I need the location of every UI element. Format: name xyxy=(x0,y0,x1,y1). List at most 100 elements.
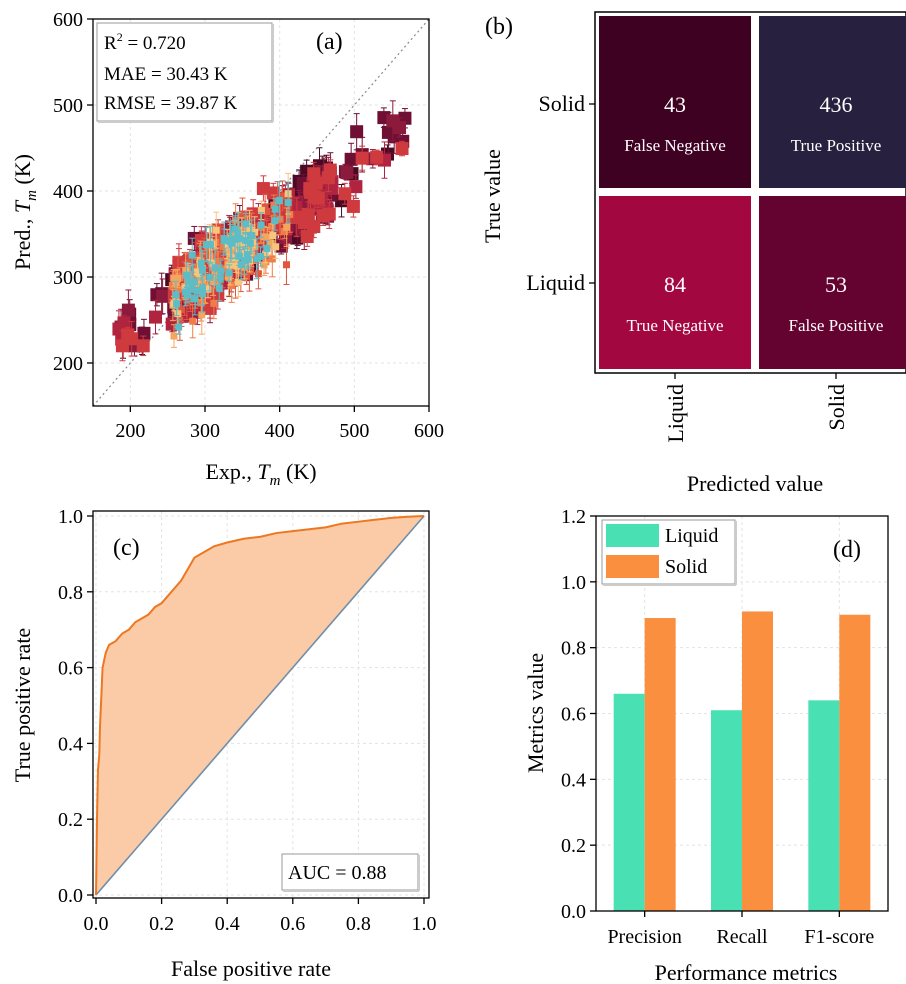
scatter-point xyxy=(228,282,236,290)
bar-liquid xyxy=(711,710,742,911)
bar-solid xyxy=(839,614,871,911)
scatter-point xyxy=(226,237,234,245)
scatter-point xyxy=(225,247,233,255)
scatter-point xyxy=(268,255,276,263)
cell-fn-label: False Negative xyxy=(624,136,726,155)
panel-a-scatter: 200 300 400 500 600 200 300 400 500 600 R2 = 0.72… xyxy=(10,9,444,489)
x-tick-label: F1-score xyxy=(804,926,874,948)
y-tick-label: 0.8 xyxy=(561,638,586,660)
scatter-point xyxy=(212,238,220,246)
cell-tn-value: 84 xyxy=(664,272,686,297)
y-tick-label: 400 xyxy=(53,181,83,203)
panel-c-ylabel: True positive rate xyxy=(10,628,35,782)
scatter-point xyxy=(174,310,182,318)
scatter-point xyxy=(271,217,279,225)
panel-a-ticks: 200 300 400 500 600 200 300 400 500 600 xyxy=(53,9,444,442)
scatter-point xyxy=(174,274,182,282)
cell-fp-label: False Positive xyxy=(789,316,884,335)
scatter-point xyxy=(187,278,195,286)
scatter-point xyxy=(263,225,271,233)
scatter-point xyxy=(206,273,214,281)
panel-d-ticks: 0.0 0.2 0.4 0.6 0.8 1.0 1.2 Precision Recall F1-s… xyxy=(561,506,874,948)
scatter-point xyxy=(210,299,218,307)
scatter-point xyxy=(206,240,214,248)
scatter-point xyxy=(234,229,242,237)
x-tick-label: 600 xyxy=(414,420,444,442)
scatter-point xyxy=(344,152,358,166)
bar-solid xyxy=(742,611,773,911)
legend-swatch-solid xyxy=(606,555,659,578)
scatter-point xyxy=(225,269,233,277)
bar-liquid xyxy=(808,700,840,911)
panel-d-bar-group xyxy=(613,611,871,911)
panel-c-roc: 0.0 0.2 0.4 0.6 0.8 1.0 0.0 0.2 0.4 0.6 0.8 1.0 AUC… xyxy=(10,506,437,981)
scatter-point xyxy=(176,316,184,324)
panel-c-label: (c) xyxy=(113,535,140,561)
scatter-point xyxy=(193,268,201,276)
legend-label-liquid: Liquid xyxy=(665,525,718,547)
x-tick-label: 0.2 xyxy=(149,913,174,935)
scatter-point xyxy=(355,151,369,165)
x-tick-label: 200 xyxy=(115,420,145,442)
x-tick-label: 0.6 xyxy=(280,913,305,935)
scatter-point xyxy=(149,310,163,324)
scatter-point xyxy=(202,241,210,249)
scatter-point xyxy=(246,224,254,232)
scatter-point xyxy=(243,215,251,223)
scatter-point xyxy=(263,244,271,252)
y-tick-label: 1.0 xyxy=(561,572,586,594)
panel-a-ylabel: Pred., Tm (K) xyxy=(10,154,40,270)
scatter-point xyxy=(260,233,268,241)
r2-stat: R2 = 0.720 xyxy=(104,30,186,54)
scatter-point xyxy=(322,207,336,221)
y-tick-label: 200 xyxy=(53,353,83,375)
legend-swatch-liquid xyxy=(606,524,659,547)
y-tick-label: 0.8 xyxy=(58,582,83,604)
x-tick-label: 0.0 xyxy=(84,913,109,935)
scatter-point xyxy=(183,271,191,279)
cell-tp-value: 436 xyxy=(820,92,853,117)
y-tick-label: 500 xyxy=(53,95,83,117)
scatter-point xyxy=(393,121,407,135)
scatter-point xyxy=(222,265,230,273)
scatter-point xyxy=(284,199,292,207)
y-tick-label: 0.0 xyxy=(58,885,83,907)
scatter-point xyxy=(301,208,315,222)
scatter-point xyxy=(136,339,150,353)
scatter-point xyxy=(349,180,363,194)
scatter-point xyxy=(121,303,135,317)
scatter-point xyxy=(168,281,176,289)
scatter-point xyxy=(173,300,181,308)
scatter-point xyxy=(233,262,241,270)
cell-fn-value: 43 xyxy=(664,92,686,117)
scatter-point xyxy=(200,249,208,257)
scatter-point xyxy=(231,225,239,233)
scatter-point xyxy=(300,230,314,244)
panel-c-frame xyxy=(92,510,430,899)
scatter-point xyxy=(199,290,207,298)
scatter-point xyxy=(217,267,225,275)
scatter-point xyxy=(260,261,268,269)
y-tick-label: 0.2 xyxy=(58,809,83,831)
scatter-point xyxy=(261,203,269,211)
scatter-point xyxy=(188,251,196,259)
scatter-point xyxy=(286,211,294,219)
scatter-point xyxy=(204,285,212,293)
scatter-point xyxy=(243,251,251,259)
scatter-point xyxy=(268,223,276,231)
scatter-point xyxy=(257,252,265,260)
panel-b-frame xyxy=(594,11,906,374)
scatter-point xyxy=(248,232,256,240)
mae-stat: MAE = 30.43 K xyxy=(104,64,228,85)
panel-a-stats-box: R2 = 0.720 MAE = 30.43 K RMSE = 39.87 K xyxy=(96,22,274,123)
scatter-point xyxy=(172,291,180,299)
scatter-point xyxy=(370,150,384,164)
bar-liquid xyxy=(613,693,645,911)
scatter-point xyxy=(137,326,151,340)
scatter-point xyxy=(275,196,283,204)
scatter-point xyxy=(170,274,178,282)
auc-box: AUC = 0.88 xyxy=(281,853,420,892)
bar-solid xyxy=(644,618,676,911)
scatter-point xyxy=(198,266,206,274)
